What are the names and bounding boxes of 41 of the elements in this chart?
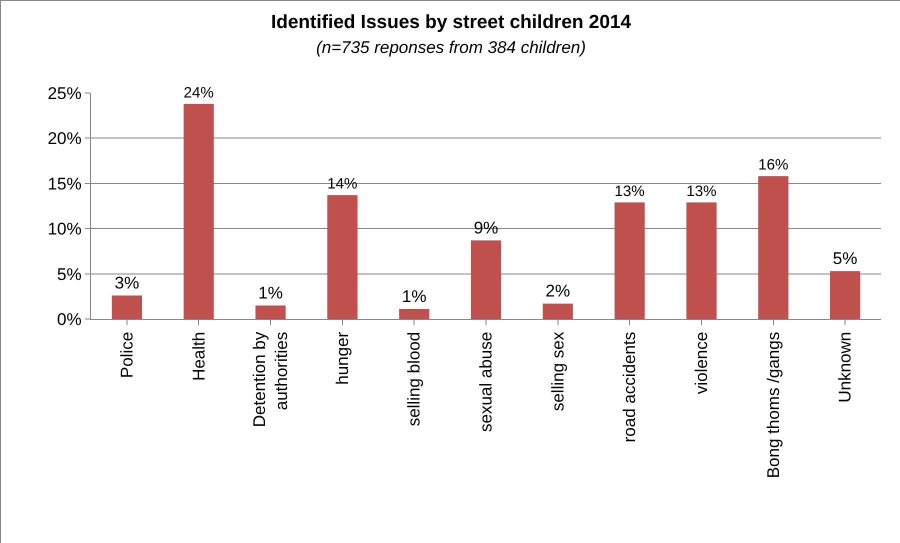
x-tick-label: Detention by authorities (250, 331, 292, 428)
bar (255, 305, 286, 319)
bar (327, 195, 358, 319)
data-label: 1% (258, 283, 283, 302)
data-label: 13% (686, 182, 717, 200)
y-tick-label: 20% (48, 129, 82, 148)
x-tick-label: selling sex (548, 331, 568, 412)
x-tick-label: Bong thoms /gangs (764, 332, 783, 478)
bar (686, 202, 717, 319)
y-tick-label: 25% (48, 84, 82, 103)
bar (470, 240, 502, 319)
x-tick-label: selling blood (404, 332, 424, 426)
data-label: 13% (614, 182, 645, 200)
bar (614, 202, 645, 319)
data-label: 9% (474, 218, 498, 238)
bar (830, 271, 860, 319)
y-tick-label: 0% (57, 310, 82, 329)
data-label: 14% (327, 176, 358, 193)
data-label: 16% (758, 156, 788, 174)
x-tick-label: violence (692, 332, 711, 394)
x-tick-label: Police (117, 332, 136, 378)
chart-title: Identified Issues by street children 2014 (270, 12, 632, 34)
data-label: 5% (832, 249, 858, 268)
data-label: 1% (402, 287, 426, 306)
bar (399, 309, 430, 319)
bar (184, 104, 214, 319)
data-label: 3% (114, 274, 140, 292)
data-label: 2% (546, 282, 570, 301)
y-tick-label: 15% (48, 174, 82, 194)
x-tick-label: road accidents (620, 332, 640, 442)
chart-subtitle: (n=735 reponses from 384 children) (316, 38, 586, 57)
x-tick-label: sexual abuse (476, 332, 496, 432)
bar (112, 296, 142, 319)
y-tick-label: 10% (48, 220, 82, 239)
bar (542, 304, 573, 319)
bar (758, 176, 788, 319)
data-label: 24% (184, 84, 214, 102)
x-tick-label: Health (189, 332, 208, 381)
y-tick-label: 5% (57, 264, 82, 284)
x-tick-label: hunger (332, 331, 352, 385)
x-tick-label: Unknown (836, 332, 855, 403)
